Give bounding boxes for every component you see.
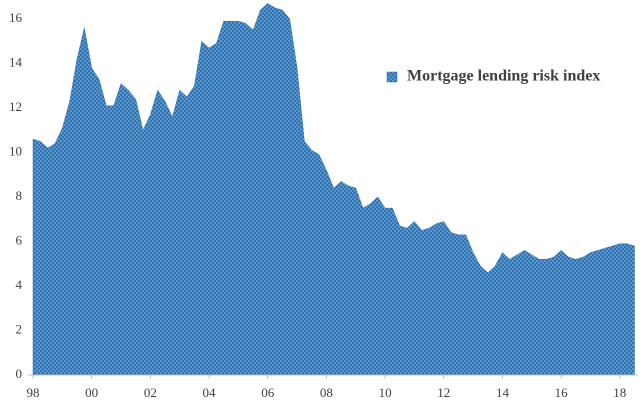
y-tick-label: 2 — [16, 321, 23, 336]
x-tick-label: 16 — [555, 385, 569, 400]
x-tick-label: 00 — [85, 385, 98, 400]
y-tick-label: 6 — [16, 232, 23, 247]
x-tick-label: 18 — [613, 385, 626, 400]
x-tick-label: 12 — [437, 385, 450, 400]
y-tick-label: 12 — [9, 99, 22, 114]
x-tick-label: 98 — [27, 385, 40, 400]
y-tick-label: 4 — [16, 277, 23, 292]
x-tick-label: 10 — [379, 385, 392, 400]
y-tick-label: 14 — [9, 54, 23, 69]
x-tick-label: 02 — [144, 385, 157, 400]
x-tick-label: 04 — [203, 385, 217, 400]
area — [32, 3, 635, 376]
y-tick-label: 0 — [16, 366, 23, 381]
legend-marker — [386, 71, 398, 83]
x-tick-label: 06 — [261, 385, 275, 400]
x-tick-label: 08 — [320, 385, 333, 400]
y-tick-label: 8 — [16, 188, 23, 203]
legend-text: Mortgage lending risk index — [407, 68, 600, 85]
y-tick-label: 16 — [9, 10, 23, 25]
x-tick-label: 14 — [496, 385, 510, 400]
y-tick-label: 10 — [9, 143, 22, 158]
